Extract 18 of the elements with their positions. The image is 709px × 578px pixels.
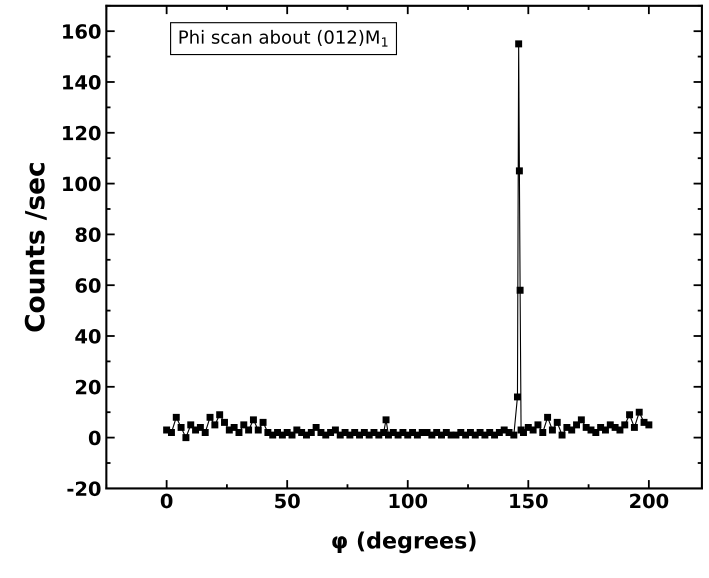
x-axis-title: φ (degrees): [332, 532, 476, 554]
x-tick-label: 200: [630, 494, 668, 508]
y-tick-label: 20: [76, 380, 101, 394]
annotation: Phi scan about (012)M$_{1}$: [180, 30, 388, 47]
x-tick-label: 0: [160, 494, 172, 508]
y-tick-label: 60: [76, 278, 101, 293]
y-tick-label: 40: [75, 328, 101, 344]
y-tick-label: 100: [63, 176, 101, 192]
x-tick-label: 150: [510, 494, 548, 508]
y-tick-label: 0: [88, 430, 101, 446]
x-tick-label: 50: [275, 494, 300, 508]
y-tick-label: -20: [67, 481, 101, 496]
y-axis-title: Counts /sec: [24, 163, 47, 332]
y-tick-label: 80: [76, 227, 101, 242]
y-tick-label: 120: [63, 126, 101, 140]
y-tick-label: 140: [63, 74, 101, 90]
y-tick-label: 160: [63, 24, 101, 39]
x-tick-label: 100: [390, 494, 428, 508]
